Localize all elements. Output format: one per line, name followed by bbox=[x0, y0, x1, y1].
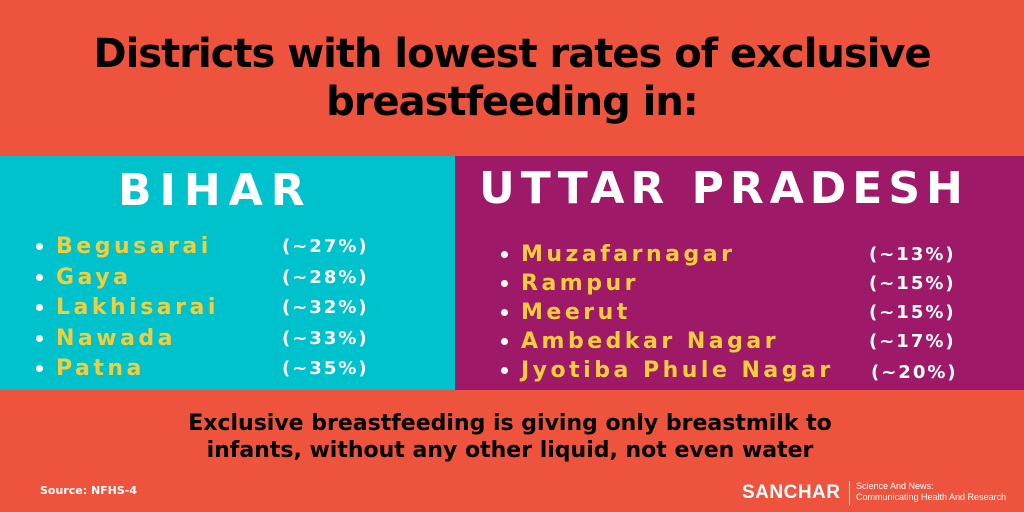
bullet-icon bbox=[36, 334, 43, 342]
district-rate: (~28%) bbox=[282, 266, 369, 288]
district-rate: (~35%) bbox=[282, 358, 369, 379]
bullet-icon bbox=[36, 273, 43, 281]
district-name: Gaya bbox=[56, 264, 132, 290]
bullet-icon bbox=[501, 338, 508, 345]
bullet-icon bbox=[501, 309, 508, 316]
title-line-2: breastfeeding in: bbox=[326, 79, 699, 125]
district-name: Rampur bbox=[521, 271, 639, 296]
bullet-icon bbox=[501, 367, 508, 374]
list-item: Lakhisarai (~32%) bbox=[36, 293, 367, 324]
list-item: Rampur (~15%) bbox=[501, 269, 954, 298]
district-name: Ambedkar Nagar bbox=[521, 329, 780, 354]
district-rate: (~15%) bbox=[869, 273, 956, 294]
district-name: Muzafarnagar bbox=[521, 242, 736, 267]
uttar-pradesh-district-list: Muzafarnagar (~13%) Rampur (~15%) Meerut… bbox=[501, 240, 956, 385]
definition-line-2: infants, without any other liquid, not e… bbox=[206, 438, 814, 463]
brand-tagline: Science And News: Communicating Health A… bbox=[856, 481, 1006, 503]
district-name: Jyotiba Phule Nagar bbox=[521, 358, 834, 383]
district-name: Begusarai bbox=[56, 234, 212, 259]
brand-name: SANCHAR bbox=[742, 482, 841, 503]
title-line-1: Districts with lowest rates of exclusive bbox=[93, 31, 931, 77]
list-item: Ambedkar Nagar (~17%) bbox=[501, 327, 954, 356]
bullet-icon bbox=[36, 365, 43, 372]
list-item: Meerut (~15%) bbox=[501, 298, 954, 327]
list-item: Jyotiba Phule Nagar (~20%) bbox=[501, 356, 956, 385]
list-item: Nawada (~33%) bbox=[36, 324, 367, 355]
infographic-title: Districts with lowest rates of exclusive… bbox=[0, 30, 1024, 126]
state-heading-bihar: BIHAR bbox=[118, 165, 313, 216]
bihar-panel: BIHAR Begusarai (~27%) Gaya (~28%) Lakhi… bbox=[0, 156, 455, 390]
bullet-icon bbox=[501, 251, 508, 258]
district-rate: (~27%) bbox=[282, 236, 369, 257]
district-name: Lakhisarai bbox=[56, 295, 219, 320]
source-note: Source: NFHS-4 bbox=[40, 484, 138, 497]
district-name: Nawada bbox=[56, 325, 177, 351]
state-heading-uttar-pradesh: UTTAR PRADESH bbox=[479, 163, 969, 214]
district-name: Meerut bbox=[521, 300, 631, 325]
bihar-district-list: Begusarai (~27%) Gaya (~28%) Lakhisarai … bbox=[36, 232, 367, 385]
district-rate: (~13%) bbox=[869, 244, 956, 265]
list-item: Gaya (~28%) bbox=[36, 263, 367, 294]
definition-text: Exclusive breastfeeding is giving only b… bbox=[130, 410, 890, 464]
definition-line-1: Exclusive breastfeeding is giving only b… bbox=[188, 411, 832, 436]
district-rate: (~20%) bbox=[871, 362, 958, 383]
list-item: Begusarai (~27%) bbox=[36, 232, 367, 263]
district-name: Patna bbox=[56, 356, 145, 381]
brand-divider bbox=[849, 481, 850, 505]
brand-tagline-line-1: Science And News: bbox=[856, 481, 934, 491]
district-rate: (~32%) bbox=[282, 297, 369, 318]
uttar-pradesh-panel: UTTAR PRADESH Muzafarnagar (~13%) Rampur… bbox=[455, 156, 1024, 390]
list-item: Patna (~35%) bbox=[36, 354, 367, 385]
bullet-icon bbox=[36, 243, 43, 250]
district-rate: (~17%) bbox=[869, 331, 956, 352]
bullet-icon bbox=[501, 280, 508, 287]
list-item: Muzafarnagar (~13%) bbox=[501, 240, 954, 269]
bullet-icon bbox=[36, 304, 43, 311]
district-rate: (~33%) bbox=[282, 327, 369, 349]
brand-tagline-line-2: Communicating Health And Research bbox=[856, 492, 1007, 502]
district-rate: (~15%) bbox=[869, 302, 956, 323]
